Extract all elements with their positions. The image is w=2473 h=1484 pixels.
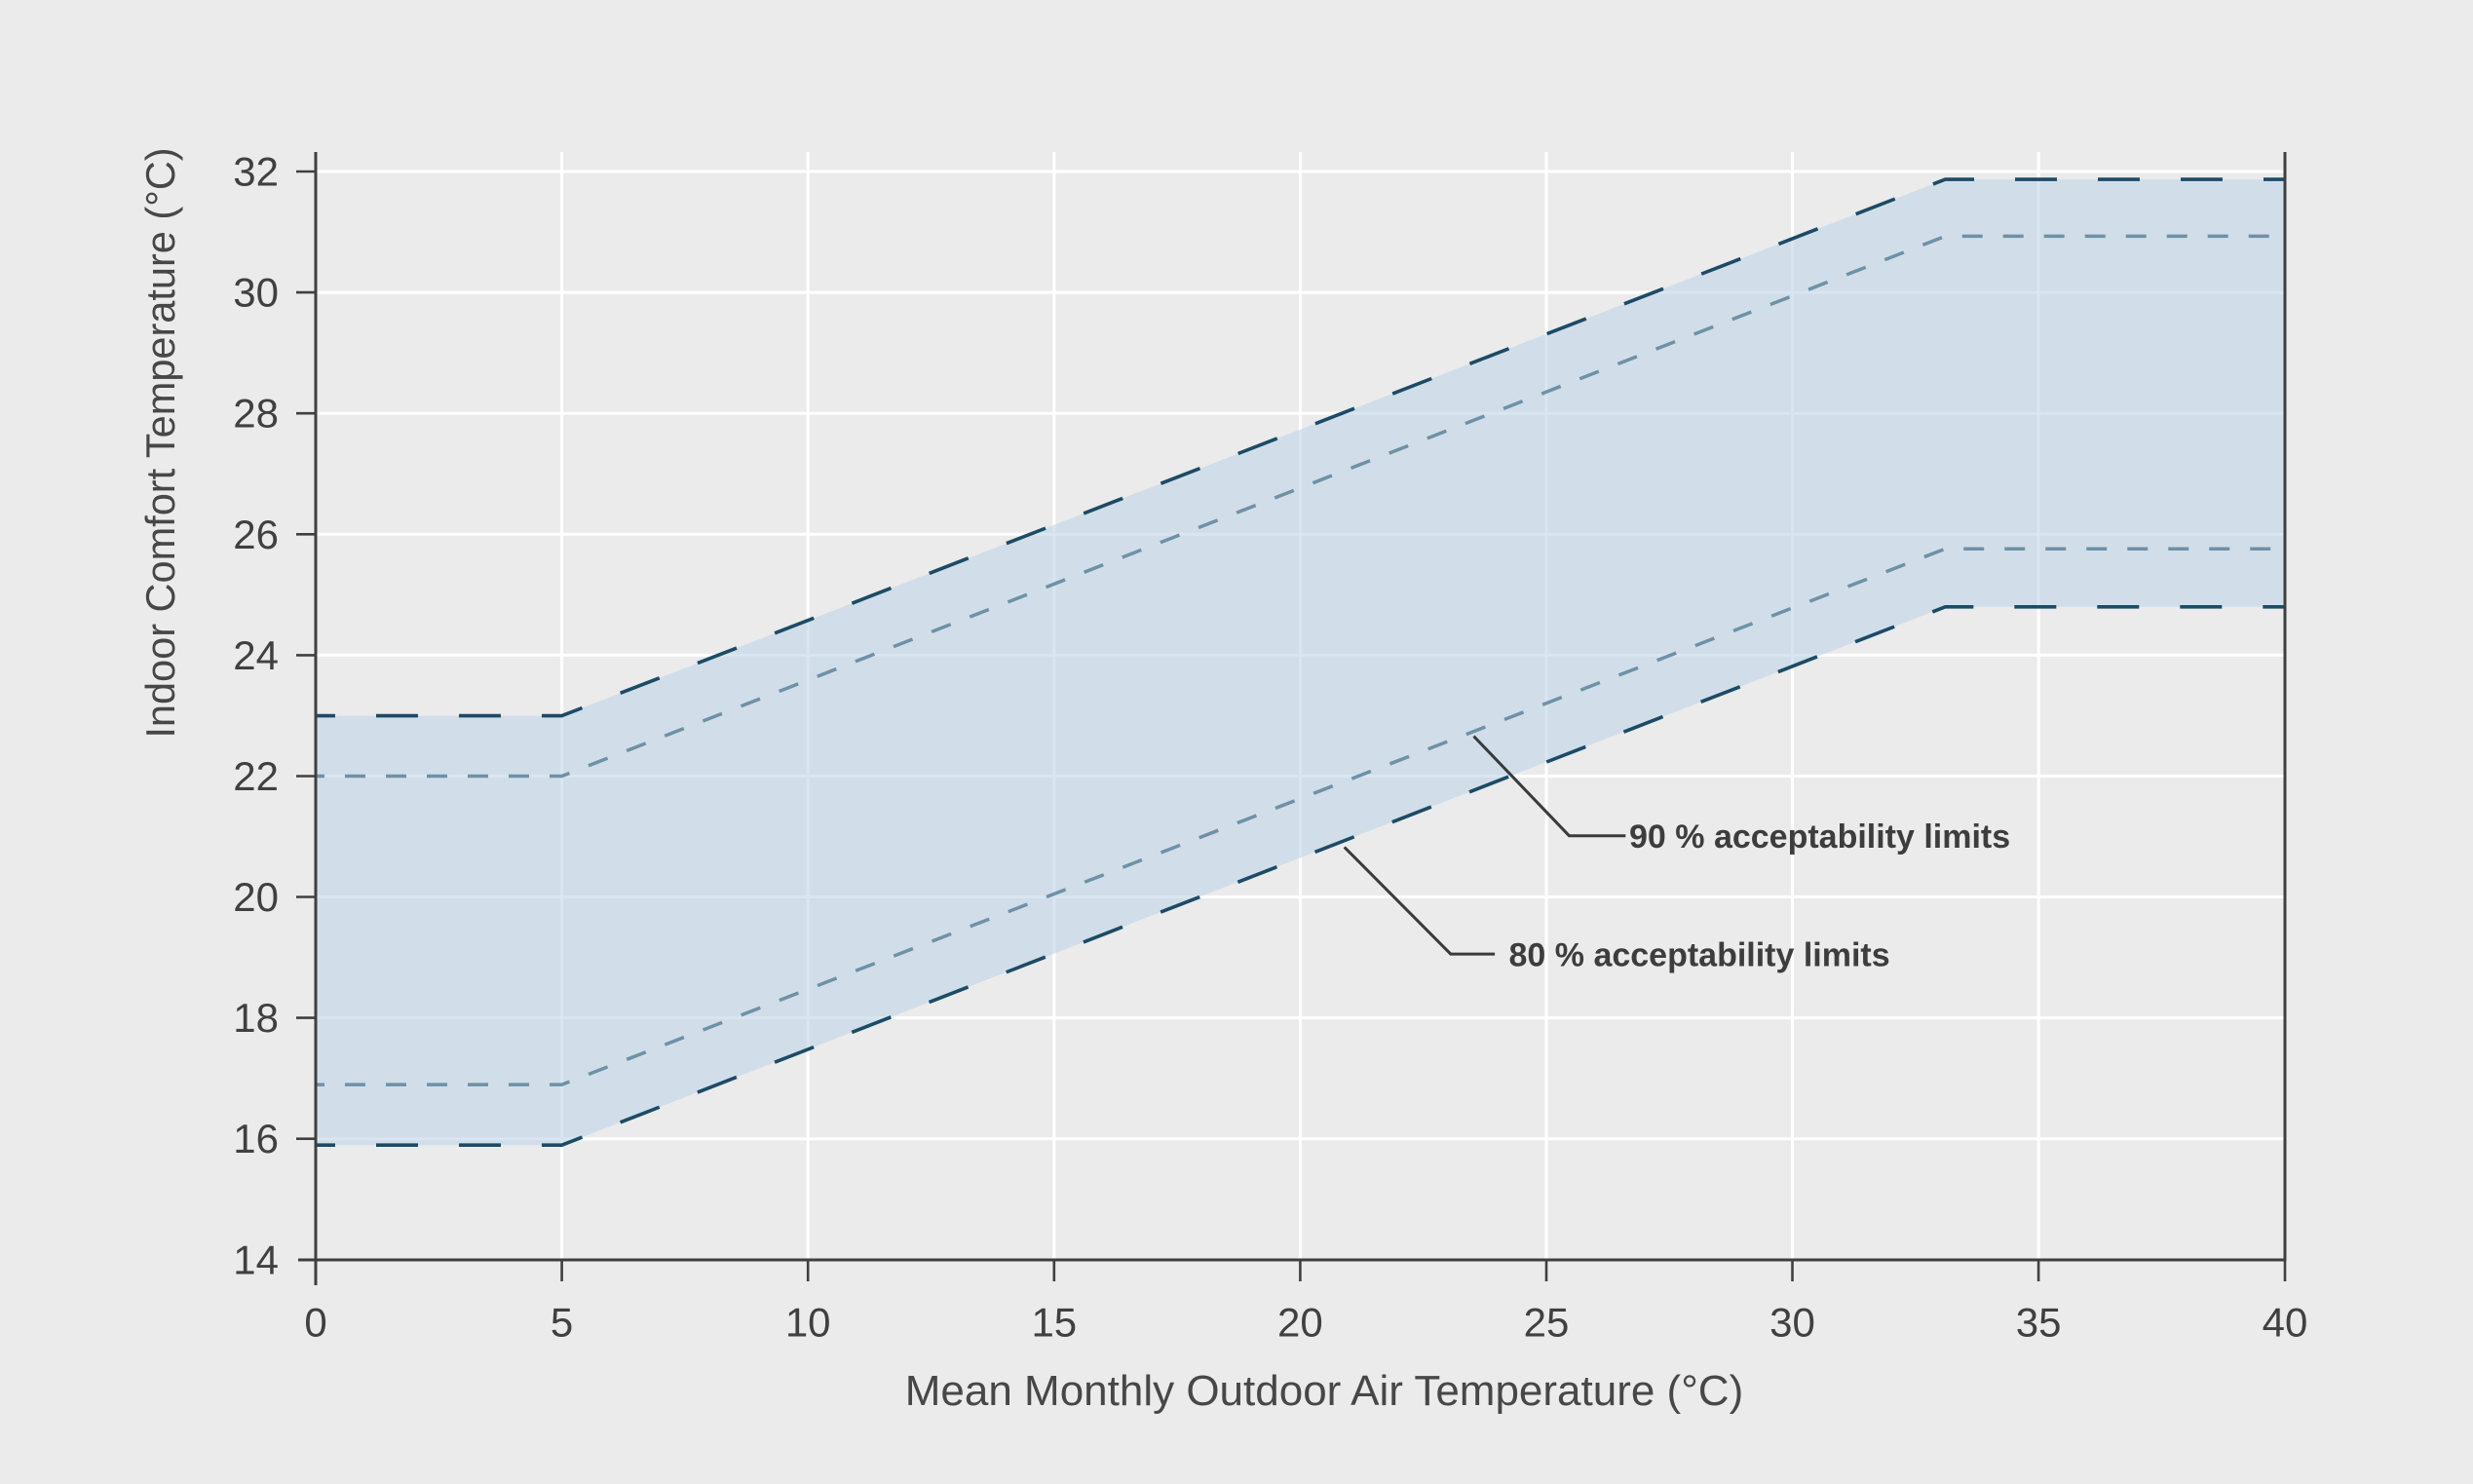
svg-text:Mean Monthly Outdoor Air Tempe: Mean Monthly Outdoor Air Temperature (°C… [905, 1367, 1743, 1415]
svg-text:25: 25 [1524, 1300, 1570, 1346]
svg-text:30: 30 [233, 270, 279, 316]
svg-text:10: 10 [785, 1300, 831, 1346]
svg-text:24: 24 [233, 632, 279, 678]
svg-text:80 % acceptability limits: 80 % acceptability limits [1509, 937, 1890, 974]
svg-text:0: 0 [304, 1300, 326, 1346]
svg-text:26: 26 [233, 512, 279, 557]
svg-text:40: 40 [2263, 1300, 2308, 1346]
svg-text:15: 15 [1031, 1300, 1077, 1346]
svg-text:32: 32 [233, 149, 279, 195]
svg-text:30: 30 [1769, 1300, 1815, 1346]
svg-text:20: 20 [233, 874, 279, 920]
svg-text:5: 5 [551, 1300, 573, 1346]
svg-text:16: 16 [233, 1116, 279, 1161]
svg-text:90 % acceptability limits: 90 % acceptability limits [1629, 818, 2010, 856]
svg-text:22: 22 [233, 753, 279, 799]
svg-text:35: 35 [2016, 1300, 2062, 1346]
svg-text:Indoor Comfort Temperature (°C: Indoor Comfort Temperature (°C) [137, 147, 183, 738]
svg-text:14: 14 [233, 1237, 279, 1282]
svg-text:20: 20 [1277, 1300, 1323, 1346]
svg-text:18: 18 [233, 995, 279, 1041]
svg-text:28: 28 [233, 391, 279, 437]
